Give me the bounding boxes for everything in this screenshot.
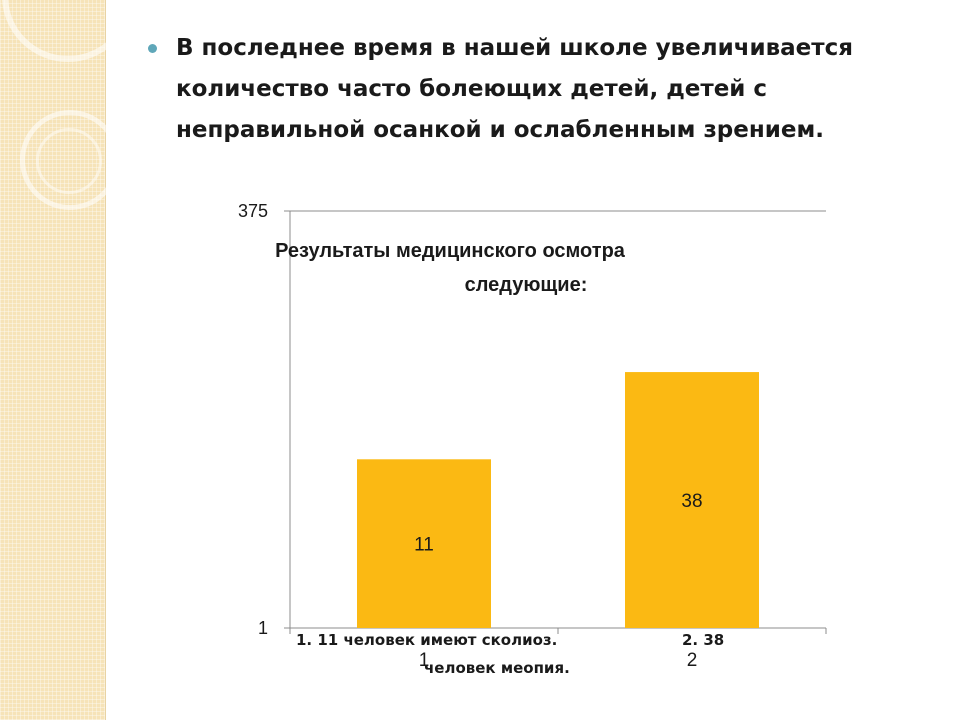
y-tick-label: 375 [238, 201, 268, 221]
x-tick-label: 1 [419, 650, 430, 671]
bar [625, 372, 759, 628]
decorative-ring [20, 110, 120, 210]
caption-item-1: 1. 11 человек имеют сколиоз. [296, 631, 558, 649]
chart-bars [357, 372, 759, 628]
bullet-text: В последнее время в нашей школе увеличив… [176, 35, 854, 143]
bullet-item: В последнее время в нашей школе увеличив… [148, 28, 928, 151]
decorative-ring [36, 128, 102, 194]
chart-title-line-2: следующие: [465, 274, 588, 296]
decorative-side-panel [0, 0, 134, 720]
y-tick-label: 1 [258, 618, 268, 638]
caption-item-2: 2. 38 [682, 631, 725, 649]
chart-title-line-1: Результаты медицинского осмотра [275, 240, 626, 262]
chart-axes [289, 211, 827, 634]
data-label: 11 [414, 535, 434, 556]
data-label: 38 [681, 491, 702, 512]
decorative-ring [2, 0, 134, 62]
bullet-dot-icon [148, 44, 157, 53]
x-tick-label: 2 [687, 650, 698, 671]
bar [357, 459, 491, 628]
caption-item-2-continued: человек меопия. [424, 659, 570, 677]
